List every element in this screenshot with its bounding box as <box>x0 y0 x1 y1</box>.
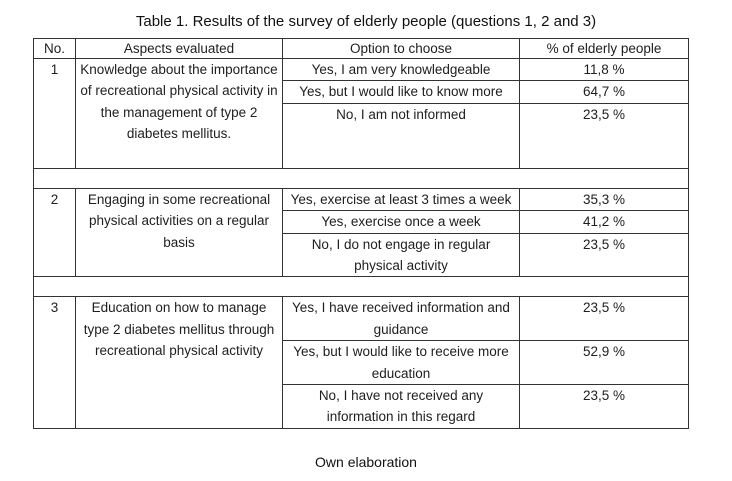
table-row: Yes, but I would like to know more 64,7 … <box>34 80 689 104</box>
option-cell: Yes, exercise at least 3 times a week <box>282 187 520 212</box>
option-cell: No, I have not received any information … <box>282 384 520 429</box>
option-cell: Yes, exercise once a week <box>282 210 520 234</box>
header-aspect: Aspects evaluated <box>75 38 283 59</box>
percent-cell: 35,3 % <box>519 187 689 212</box>
header-percent: % of elderly people <box>519 38 689 59</box>
option-cell: Yes, but I would like to receive more ed… <box>282 340 520 386</box>
percent-cell: 52,9 % <box>519 340 689 386</box>
aspect-cell: Knowledge about the importance of recrea… <box>75 58 283 169</box>
percent-cell: 23,5 % <box>519 102 689 169</box>
table-header-row: No. Aspects evaluated Option to choose %… <box>33 38 689 59</box>
option-cell: Yes, but I would like to know more <box>282 80 520 104</box>
option-cell: No, I do not engage in regular physical … <box>282 232 520 278</box>
survey-table: No. Aspects evaluated Option to choose %… <box>33 38 689 429</box>
option-cell: Yes, I have received information and gui… <box>282 296 520 342</box>
table-row: No, I have not received any information … <box>34 384 689 429</box>
table-row: 1 Knowledge about the importance of recr… <box>33 57 689 169</box>
table-row: No, I do not engage in regular physical … <box>34 232 689 278</box>
percent-cell: 23,5 % <box>519 232 689 278</box>
aspect-cell: Education on how to manage type 2 diabet… <box>75 296 283 429</box>
option-cell: Yes, I am very knowledgeable <box>282 57 520 82</box>
percent-cell: 11,8 % <box>519 57 689 82</box>
question-number: 2 <box>33 187 76 278</box>
question-number: 1 <box>33 58 76 169</box>
table-row: Yes, exercise once a week 41,2 % <box>34 210 689 234</box>
option-cell: No, I am not informed <box>282 102 520 169</box>
percent-cell: 41,2 % <box>519 210 689 234</box>
source-note: Own elaboration <box>315 454 417 470</box>
header-no: No. <box>33 38 76 59</box>
percent-cell: 64,7 % <box>519 80 689 104</box>
spacer-cell <box>33 276 689 298</box>
table-row: 2 Engaging in some recreational physical… <box>33 187 689 278</box>
percent-cell: 23,5 % <box>519 296 689 342</box>
table-caption: Table 1. Results of the survey of elderl… <box>135 13 597 30</box>
question-number: 3 <box>33 296 76 429</box>
table-row: Yes, but I would like to receive more ed… <box>34 340 689 386</box>
spacer-cell <box>33 167 689 189</box>
table-row: 3 Education on how to manage type 2 diab… <box>33 296 689 429</box>
aspect-cell: Engaging in some recreational physical a… <box>75 187 283 278</box>
header-option: Option to choose <box>282 38 520 59</box>
spacer-row <box>33 167 689 189</box>
spacer-row <box>33 276 689 298</box>
percent-cell: 23,5 % <box>519 384 689 429</box>
